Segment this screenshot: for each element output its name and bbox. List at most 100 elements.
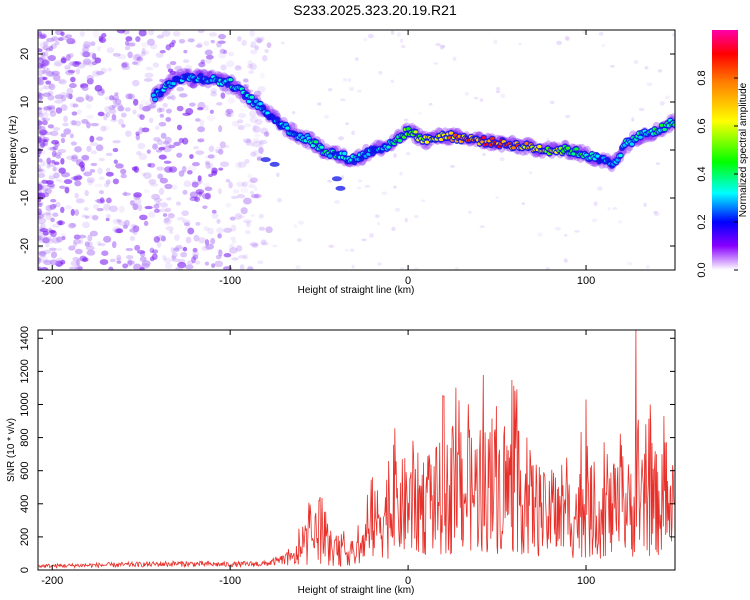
noise-speckle — [39, 141, 46, 147]
noise-speckle — [111, 113, 117, 121]
noise-speckle — [44, 188, 53, 195]
noise-speckle — [658, 69, 663, 73]
noise-speckle — [99, 197, 105, 204]
noise-speckle — [607, 207, 611, 211]
noise-speckle — [564, 35, 570, 41]
noise-speckle — [54, 99, 64, 104]
noise-speckle — [563, 233, 568, 237]
noise-speckle — [38, 112, 44, 118]
noise-speckle — [399, 38, 404, 43]
noise-speckle — [253, 137, 260, 144]
noise-speckle — [65, 54, 71, 62]
noise-speckle — [250, 190, 255, 195]
noise-speckle — [51, 159, 56, 164]
ridge-peak — [228, 78, 233, 82]
noise-speckle — [189, 82, 198, 89]
noise-speckle — [155, 201, 161, 206]
noise-speckle — [391, 226, 396, 231]
noise-speckle — [38, 136, 42, 144]
noise-speckle — [63, 128, 72, 135]
noise-speckle — [231, 239, 237, 244]
noise-speckle — [107, 67, 112, 72]
noise-speckle — [112, 226, 122, 233]
noise-speckle — [74, 146, 82, 153]
noise-speckle — [38, 79, 45, 86]
noise-speckle — [38, 120, 43, 126]
noise-speckle — [45, 213, 52, 221]
noise-speckle — [42, 45, 50, 51]
noise-speckle — [148, 211, 156, 218]
noise-speckle — [171, 251, 178, 259]
y-tick-label: 1400 — [19, 326, 31, 350]
noise-speckle — [55, 107, 63, 114]
noise-speckle — [165, 117, 172, 122]
noise-speckle — [121, 62, 128, 68]
noise-speckle — [597, 186, 603, 191]
noise-speckle — [243, 219, 252, 224]
ridge-peak — [565, 146, 571, 150]
noise-speckle — [74, 264, 82, 270]
x-tick-label: 0 — [405, 575, 411, 587]
noise-speckle — [665, 95, 670, 100]
noise-speckle — [83, 207, 89, 211]
noise-speckle — [133, 194, 141, 201]
noise-speckle — [553, 140, 557, 146]
noise-speckle — [132, 98, 139, 106]
noise-speckle — [43, 112, 49, 118]
noise-speckle — [159, 208, 167, 213]
ridge-peak — [171, 81, 176, 86]
noise-speckle — [198, 179, 204, 184]
noise-speckle — [132, 54, 141, 62]
ridge-peak — [672, 123, 675, 127]
noise-speckle — [237, 36, 242, 42]
noise-speckle — [133, 192, 142, 198]
noise-speckle — [246, 221, 251, 228]
noise-speckle — [169, 60, 177, 66]
noise-speckle — [203, 105, 209, 111]
noise-speckle — [65, 69, 74, 76]
noise-speckle — [521, 202, 525, 206]
noise-speckle — [201, 245, 210, 252]
noise-speckle — [229, 247, 238, 254]
noise-speckle — [77, 266, 84, 270]
noise-speckle — [78, 238, 84, 245]
noise-speckle — [404, 217, 408, 223]
noise-speckle — [254, 36, 263, 43]
noise-speckle — [216, 227, 224, 234]
noise-speckle — [152, 249, 159, 254]
noise-speckle — [155, 52, 164, 58]
noise-speckle — [295, 265, 301, 270]
noise-speckle — [60, 232, 67, 240]
noise-speckle — [250, 41, 257, 48]
noise-speckle — [216, 102, 223, 106]
noise-speckle — [51, 70, 60, 76]
spectrogram-xlabel: Height of straight line (km) — [298, 285, 415, 296]
noise-speckle — [401, 44, 406, 49]
ridge-peak — [662, 127, 667, 132]
noise-speckle — [187, 165, 197, 172]
noise-speckle — [208, 145, 215, 152]
noise-speckle — [65, 34, 73, 39]
noise-speckle — [195, 118, 201, 122]
noise-speckle — [58, 78, 67, 85]
noise-speckle — [72, 103, 79, 108]
noise-speckle — [356, 186, 362, 190]
noise-speckle — [85, 94, 90, 100]
noise-speckle — [64, 64, 71, 70]
noise-speckle — [171, 255, 176, 260]
noise-speckle — [125, 130, 132, 137]
noise-speckle — [182, 189, 188, 195]
noise-speckle — [57, 79, 65, 84]
noise-speckle — [138, 30, 147, 37]
noise-speckle — [108, 105, 116, 111]
noise-speckle — [90, 41, 96, 47]
noise-speckle — [254, 186, 258, 192]
noise-speckle — [81, 154, 90, 161]
noise-speckle — [81, 214, 87, 218]
noise-speckle — [234, 213, 243, 220]
noise-speckle — [82, 51, 91, 58]
noise-speckle — [601, 44, 606, 47]
noise-speckle — [69, 83, 77, 89]
noise-speckle — [210, 237, 216, 245]
noise-speckle — [64, 66, 71, 71]
